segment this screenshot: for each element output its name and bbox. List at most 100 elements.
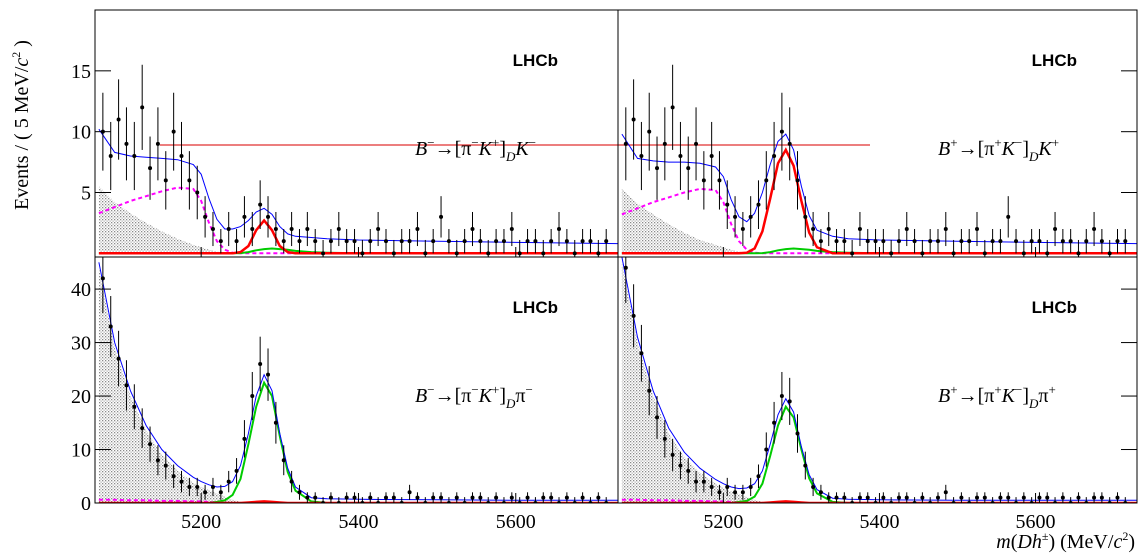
data-point xyxy=(904,227,909,232)
data-point xyxy=(328,239,333,244)
data-point xyxy=(195,190,200,195)
y-tick-label: 5 xyxy=(81,183,91,205)
data-point xyxy=(623,141,628,146)
data-point xyxy=(218,490,223,495)
data-point xyxy=(935,495,940,500)
data-point xyxy=(321,251,326,256)
label-part: − xyxy=(427,135,434,150)
data-point xyxy=(210,227,215,232)
data-point xyxy=(195,484,200,489)
label-part: D xyxy=(505,149,516,164)
data-point xyxy=(289,227,294,232)
data-point xyxy=(764,447,769,452)
data-point xyxy=(305,495,310,500)
data-point xyxy=(360,251,365,256)
data-point xyxy=(662,141,667,146)
label-part: c xyxy=(11,58,33,67)
data-point xyxy=(494,495,499,500)
data-point xyxy=(920,495,925,500)
label-part: + xyxy=(994,382,1001,397)
data-point xyxy=(756,202,761,207)
data-point xyxy=(756,474,761,479)
data-point xyxy=(132,154,137,159)
data-point xyxy=(881,239,886,244)
data-point xyxy=(795,178,800,183)
x-tick-label: 5200 xyxy=(703,511,743,533)
data-point xyxy=(834,495,839,500)
label-part: ] xyxy=(1022,138,1029,160)
data-point xyxy=(391,495,396,500)
data-point xyxy=(639,351,644,356)
data-point xyxy=(1037,495,1042,500)
data-point xyxy=(943,227,948,232)
label-part: ] xyxy=(499,385,506,407)
data-point xyxy=(171,474,176,479)
data-point xyxy=(1076,251,1081,256)
data-point xyxy=(1092,227,1097,232)
data-point xyxy=(549,239,554,244)
data-point xyxy=(1021,495,1026,500)
label-part: + xyxy=(994,135,1001,150)
x-tick-label: 5600 xyxy=(496,511,536,533)
data-point xyxy=(494,239,499,244)
data-point xyxy=(250,394,255,399)
data-point xyxy=(881,495,886,500)
data-point xyxy=(1006,214,1011,219)
data-point xyxy=(439,214,444,219)
data-point xyxy=(124,141,129,146)
data-point xyxy=(187,484,192,489)
data-point xyxy=(764,178,769,183)
data-point xyxy=(313,239,318,244)
data-point xyxy=(242,436,247,441)
data-point xyxy=(857,227,862,232)
logo: LHCb xyxy=(1032,51,1077,70)
x-tick-label: 5600 xyxy=(1016,511,1056,533)
label-part: c xyxy=(1113,531,1122,553)
data-point xyxy=(811,484,816,489)
data-point xyxy=(1115,239,1120,244)
data-point xyxy=(811,227,816,232)
data-point xyxy=(407,490,412,495)
label-part: →[π xyxy=(435,385,472,407)
label-part: D xyxy=(505,396,516,411)
data-point xyxy=(446,239,451,244)
data-point xyxy=(557,227,562,232)
data-point xyxy=(203,490,208,495)
data-point xyxy=(1123,239,1128,244)
x-axis-label: m(Dh±) (MeV/c2) xyxy=(996,529,1135,553)
label-part: + xyxy=(950,382,957,397)
data-point xyxy=(803,463,808,468)
data-point xyxy=(124,383,129,388)
data-point xyxy=(850,251,855,256)
data-point xyxy=(454,495,459,500)
data-point xyxy=(289,479,294,484)
data-point xyxy=(234,468,239,473)
label-part: + xyxy=(492,135,499,150)
data-point xyxy=(694,141,699,146)
data-point xyxy=(549,495,554,500)
data-point xyxy=(795,431,800,436)
label-part: →[π xyxy=(435,138,472,160)
label-part: − xyxy=(471,382,478,397)
data-point xyxy=(670,452,675,457)
data-point xyxy=(242,214,247,219)
label-part: ) xyxy=(1128,531,1135,553)
plot-area xyxy=(621,64,1137,257)
data-point xyxy=(896,239,901,244)
label-part: Dh xyxy=(1016,531,1041,553)
data-point xyxy=(725,484,730,489)
label-part: B xyxy=(938,138,950,160)
data-point xyxy=(834,239,839,244)
data-point xyxy=(588,239,593,244)
data-point xyxy=(273,227,278,232)
data-point xyxy=(920,251,925,256)
data-point xyxy=(266,372,271,377)
data-point xyxy=(647,388,652,393)
label-part: K xyxy=(478,385,494,407)
data-point xyxy=(1060,239,1065,244)
data-point xyxy=(226,227,231,232)
data-point xyxy=(943,490,948,495)
panel-frame xyxy=(617,256,1138,504)
logo: LHCb xyxy=(513,51,558,70)
data-point xyxy=(281,458,286,463)
